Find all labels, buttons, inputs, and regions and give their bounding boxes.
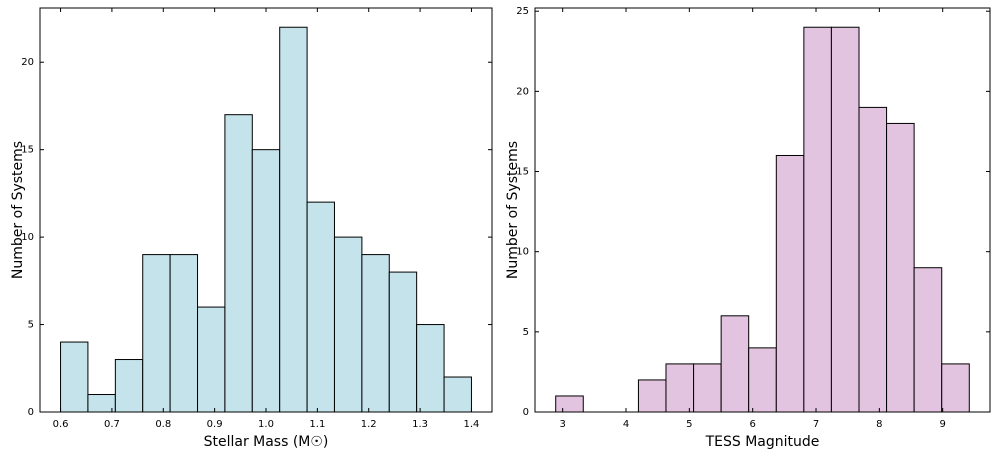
bar <box>306 201 335 413</box>
x-tick-label: 7 <box>813 419 819 430</box>
x-tick-label: 0.7 <box>104 419 120 430</box>
bar <box>748 347 777 413</box>
bar <box>169 254 199 413</box>
bar <box>858 106 888 413</box>
x-axis-label: TESS Magnitude <box>705 434 820 450</box>
x-axis-label: Stellar Mass (M☉) <box>204 434 329 450</box>
bar <box>333 236 363 413</box>
y-tick-label: 0 <box>28 407 34 418</box>
bar <box>416 324 445 413</box>
bar <box>361 254 390 413</box>
x-tick-label: 9 <box>940 419 946 430</box>
bar <box>637 379 667 413</box>
y-axis-label: Number of Systems <box>505 141 521 279</box>
bar <box>443 376 472 413</box>
bar <box>803 26 832 413</box>
bar <box>913 267 943 413</box>
x-tick-label: 0.8 <box>155 419 171 430</box>
bar <box>87 394 116 413</box>
y-tick-label: 10 <box>21 232 34 243</box>
y-tick-label: 5 <box>523 327 529 338</box>
bar <box>720 315 750 413</box>
bar <box>388 271 418 413</box>
x-tick-label: 0.9 <box>207 419 223 430</box>
bar <box>224 114 253 413</box>
y-tick-label: 0 <box>523 407 529 418</box>
bar <box>555 395 584 413</box>
bar <box>693 363 722 413</box>
y-tick-label: 15 <box>21 145 34 156</box>
x-tick-label: 1.3 <box>412 419 428 430</box>
bar <box>941 363 970 413</box>
bar <box>665 363 695 413</box>
bar <box>251 149 281 413</box>
y-tick-label: 10 <box>516 247 529 258</box>
x-tick-label: 1.0 <box>258 419 274 430</box>
y-tick-label: 5 <box>28 320 34 331</box>
x-tick-label: 8 <box>876 419 882 430</box>
bar <box>775 154 805 413</box>
bar <box>886 122 915 413</box>
x-tick-label: 1.1 <box>309 419 325 430</box>
y-axis-label: Number of Systems <box>10 141 26 279</box>
x-tick-label: 6 <box>749 419 755 430</box>
bar <box>830 26 860 413</box>
bar <box>60 341 89 413</box>
x-tick-label: 4 <box>623 419 629 430</box>
bar <box>197 306 226 413</box>
bar <box>279 26 308 413</box>
y-tick-label: 20 <box>21 57 34 68</box>
x-tick-label: 3 <box>559 419 565 430</box>
x-tick-label: 5 <box>686 419 692 430</box>
bar <box>142 254 171 413</box>
x-tick-label: 1.2 <box>361 419 377 430</box>
y-tick-label: 15 <box>516 167 529 178</box>
x-tick-label: 1.4 <box>464 419 480 430</box>
y-tick-label: 25 <box>516 6 529 17</box>
x-tick-label: 0.6 <box>53 419 69 430</box>
y-tick-label: 20 <box>516 86 529 97</box>
bar <box>114 359 144 413</box>
plot-frame <box>534 7 991 413</box>
